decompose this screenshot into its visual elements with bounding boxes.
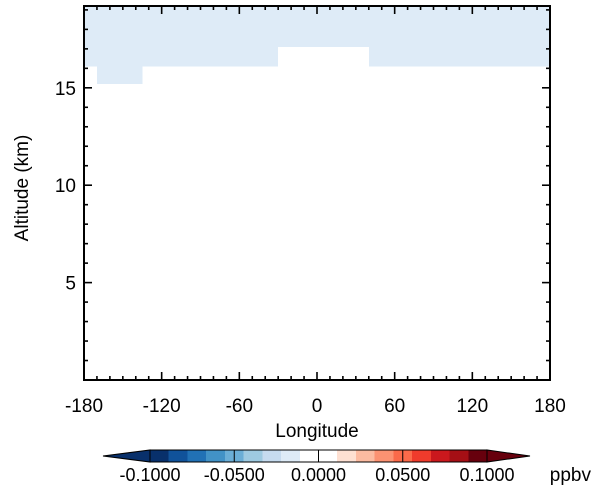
heatmap-cell [84,66,97,84]
heatmap-cell [84,27,279,47]
x-tick-label: -120 [143,396,181,417]
heatmap-cell [355,27,550,47]
colorbar-swatch [449,450,469,462]
colorbar-tick-label: 0.1000 [459,465,514,485]
colorbar-swatch [299,450,319,462]
heatmap-cell [109,6,266,28]
x-tick-label: 60 [384,396,405,417]
y-axis-ticks: 5 10 15 [55,9,550,362]
colorbar-tick-label: -0.0500 [204,465,265,485]
heatmap-cell [84,6,110,28]
heatmap-cell [349,344,356,367]
heatmap-cell [278,46,369,67]
y-tick-label: 15 [55,79,76,100]
colorbar-tick-label: 0.0500 [375,465,430,485]
heatmap-cell [142,66,311,84]
colorbar-swatch [412,450,432,462]
heatmap-cell [323,6,376,28]
x-tick-label: -60 [226,396,253,417]
colorbar-swatch [187,450,207,462]
heatmap-cell [265,6,311,28]
heatmap-cell [375,66,473,84]
colorbar-swatch [318,450,338,462]
heatmap-cell [478,66,550,84]
x-axis-label: Longitude [275,421,358,442]
x-tick-label: -180 [65,396,103,417]
x-tick-label: 180 [534,396,566,417]
colorbar-swatch [337,450,357,462]
colorbar-swatch [150,450,170,462]
colorbar-swatch [206,450,226,462]
x-axis-ticks: -180 -120 -60 0 60 120 180 [65,6,566,417]
heatmap-cell [498,6,550,28]
heatmap-cell [278,27,356,47]
colorbar-tick-label: -0.1000 [119,465,180,485]
colorbar-over-arrow [486,449,531,463]
colorbar-swatch [243,450,263,462]
colorbar: -0.1000 -0.0500 0.0000 0.0500 0.1000 [102,449,531,485]
heatmap-cell [368,46,550,67]
colorbar-swatch [468,450,488,462]
colorbar-swatch [374,450,394,462]
x-tick-label: 120 [456,396,488,417]
colorbar-tick-label: 0.0000 [291,465,346,485]
colorbar-swatch [168,450,188,462]
x-tick-label: 0 [312,396,323,417]
heatmap-cell [446,6,499,28]
y-axis-label: Altitude (km) [12,135,33,242]
heatmap-cell [84,46,279,67]
heatmap-cell [96,66,143,84]
colorbar-under-arrow [102,449,151,463]
colorbar-swatch [430,450,450,462]
heatmap-cell [310,6,324,28]
heatmap-cells [84,6,550,367]
y-tick-label: 10 [55,176,76,197]
heatmap-cell [375,6,447,28]
colorbar-swatch [355,450,375,462]
y-tick-label: 5 [65,274,76,295]
colorbar-unit-label: ppbv [550,465,592,486]
colorbar-swatch [281,450,301,462]
colorbar-swatch [262,450,282,462]
